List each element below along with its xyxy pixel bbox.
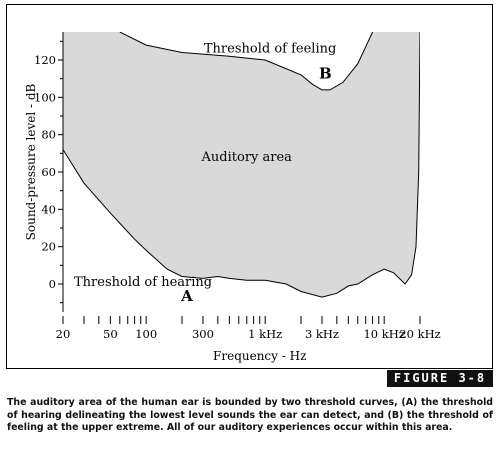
figure-frame: 20 50 100 300 1 kHz 3 kHz 10 kHz 20 kHz 0 20 40 60 8…	[6, 4, 493, 369]
y-tick-label: 20	[41, 240, 56, 254]
x-tick-label: 20 kHz	[399, 327, 440, 341]
x-tick-label: 1 kHz	[248, 327, 282, 341]
y-axis-label: Sound-pressure level - dB	[24, 83, 38, 240]
threshold-of-feeling-curve	[119, 32, 374, 91]
threshold-of-feeling-label: Threshold of feeling	[204, 42, 336, 57]
x-axis-label: Frequency - Hz	[213, 349, 306, 363]
figure-number-badge: FIGURE 3-8	[387, 370, 493, 387]
auditory-area-fill	[63, 32, 420, 298]
threshold-of-hearing-label: Threshold of hearing	[74, 275, 212, 290]
x-tick-label: 10 kHz	[363, 327, 404, 341]
x-tick-label: 50	[103, 327, 118, 341]
figure-caption: The auditory area of the human ear is bo…	[7, 397, 493, 434]
y-tick-label: 100	[34, 90, 56, 104]
x-tick-label: 100	[135, 327, 157, 341]
curve-letter-b: B	[319, 65, 332, 83]
y-tick-label: 60	[41, 165, 56, 179]
x-tick-label: 300	[192, 327, 214, 341]
y-tick-label: 120	[34, 53, 56, 67]
y-tick-label: 0	[49, 277, 56, 291]
y-tick-label: 80	[41, 128, 56, 142]
auditory-area-label: Auditory area	[201, 150, 293, 165]
y-tick-label: 40	[41, 202, 56, 216]
x-tick-label: 3 kHz	[305, 327, 339, 341]
x-tick-label: 20	[56, 327, 71, 341]
curve-letter-a: A	[180, 287, 193, 305]
threshold-of-hearing-curve	[63, 32, 420, 298]
